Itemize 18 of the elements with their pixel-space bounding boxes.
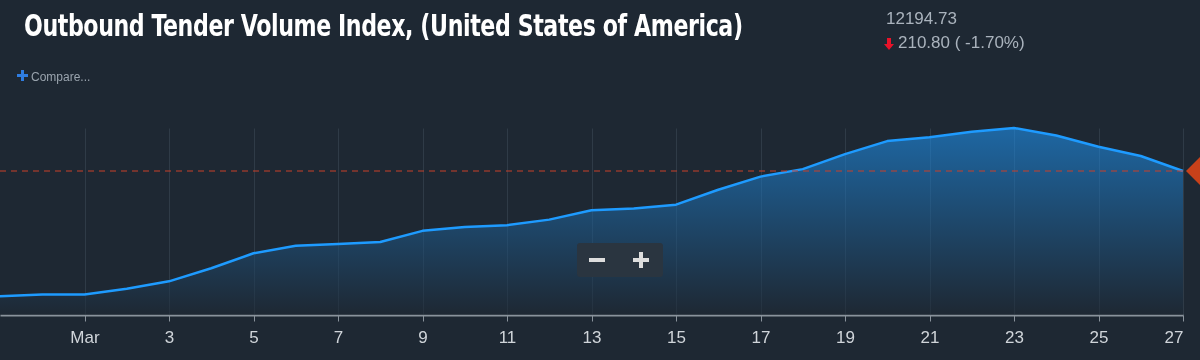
x-tick-label: 5 (249, 327, 259, 347)
x-tick-label: 7 (333, 327, 344, 347)
x-tick-label: 27 (1164, 327, 1184, 347)
x-tick-label: 15 (667, 327, 686, 347)
x-tick-label: 11 (498, 327, 517, 347)
x-tick-label: 19 (836, 327, 855, 347)
text: Compare... (31, 70, 91, 84)
x-tick-label: 3 (164, 327, 175, 347)
x-tick-label: 13 (582, 327, 602, 347)
x-tick-label: Mar (70, 327, 100, 347)
x-tick-label: 23 (1005, 327, 1024, 347)
x-tick-label: 25 (1089, 327, 1109, 347)
x-tick-label: 17 (751, 327, 771, 347)
chart-title: Outbound Tender Volume Index, (United States of America) (24, 8, 743, 43)
text: 12194.73 (886, 9, 957, 29)
x-tick-label: 9 (418, 327, 428, 347)
text: 210.80 ( -1.70%) (898, 33, 1025, 53)
x-tick-label: 21 (920, 327, 940, 347)
